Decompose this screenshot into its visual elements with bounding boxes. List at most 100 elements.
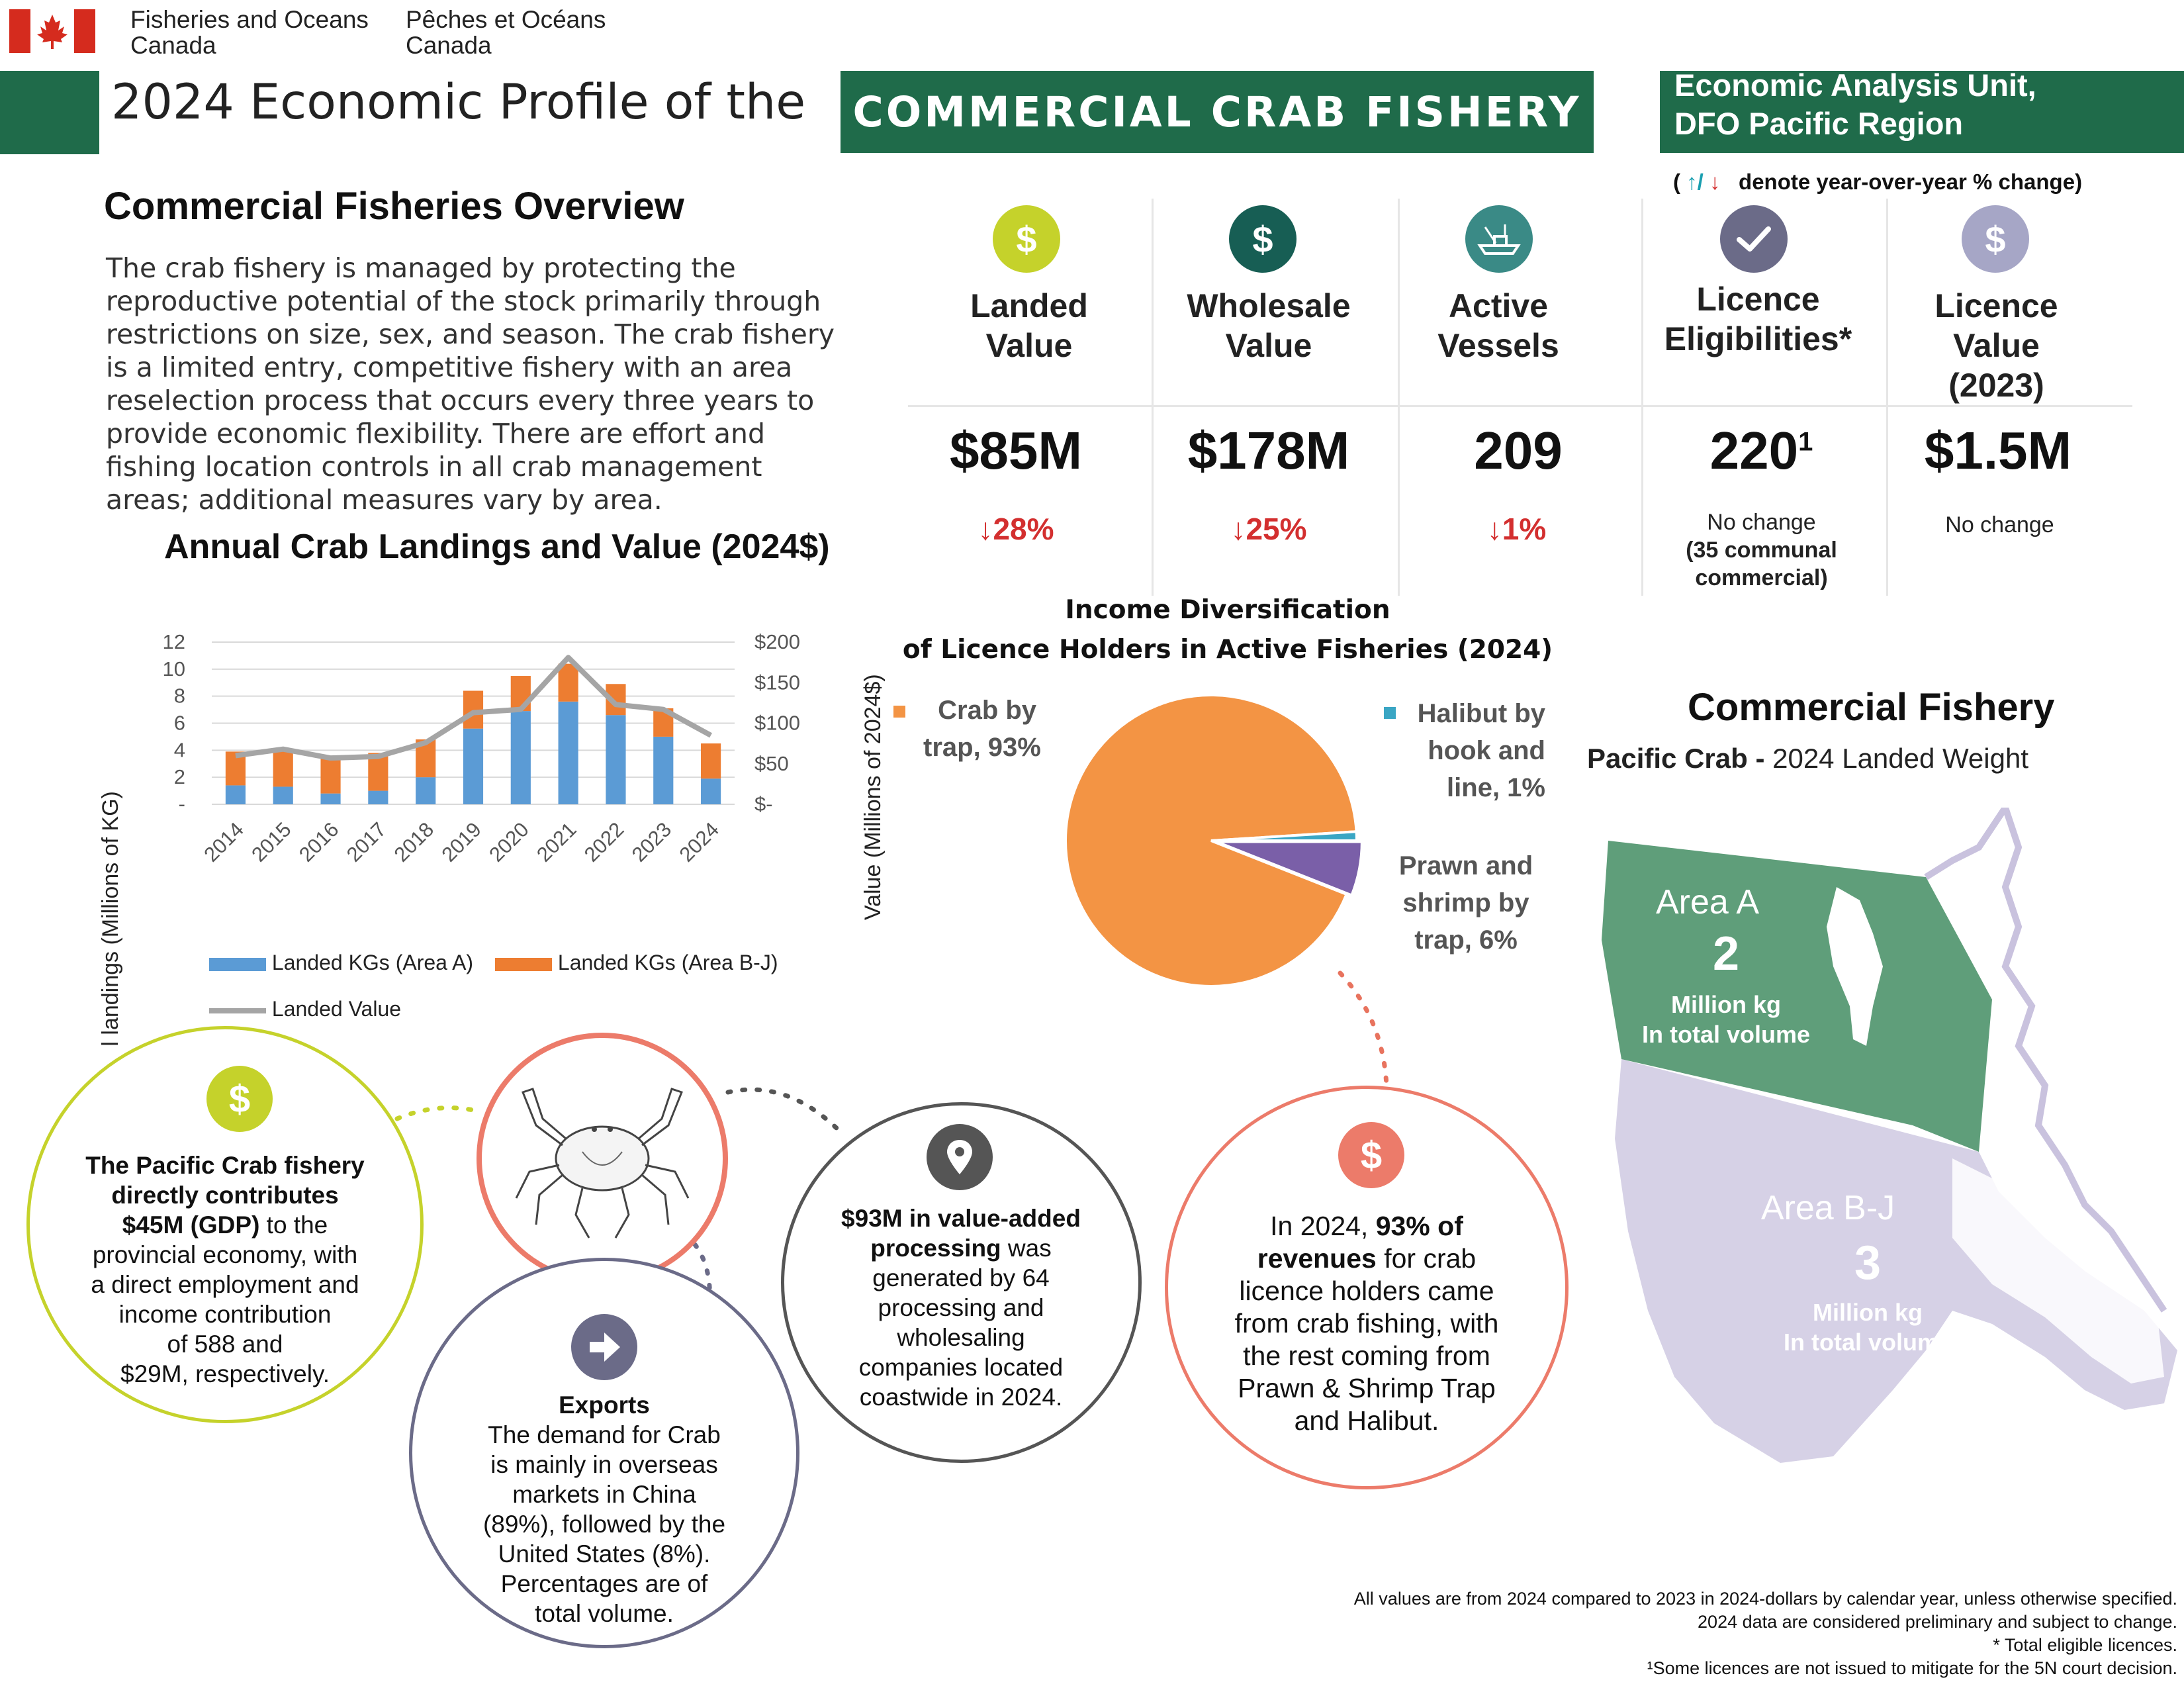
yoy-note-text: denote year-over-year % change)	[1739, 169, 2083, 194]
page-title-prefix: 2024 Economic Profile of the	[111, 74, 806, 130]
kpi-divider-1	[1152, 199, 1154, 596]
y-tick-left: 2	[174, 765, 185, 788]
overview-heading: Commercial Fisheries Overview	[104, 185, 684, 228]
pie-label-crab-line1: Crab by	[938, 696, 1037, 725]
footnotes: All values are from 2024 compared to 202…	[1125, 1587, 2177, 1680]
checkmark-icon	[1720, 205, 1788, 273]
org-name-en-line2: Canada	[130, 32, 216, 59]
kpi-active-vessels: Active Vessels 209 ↓1%	[1399, 205, 1641, 576]
x-tick-label: 2018	[390, 818, 439, 867]
gdp-line3-bold: $45M (GDP)	[122, 1211, 260, 1239]
y-tick-right: $200	[754, 630, 800, 653]
x-tick-label: 2021	[532, 818, 581, 867]
gdp-line7: of 588 and	[167, 1331, 283, 1358]
y-tick-left: 6	[174, 712, 185, 735]
revenue-line5: the rest coming from	[1243, 1340, 1490, 1371]
area-a-unit-line2: In total volume	[1642, 1021, 1810, 1048]
kpi-divider-3	[1641, 199, 1643, 596]
overview-body: The crab fishery is managed by protectin…	[106, 252, 835, 516]
revenue-line2-bold: revenues	[1257, 1243, 1377, 1274]
revenue-line2: revenues for crab	[1198, 1243, 1535, 1275]
kpi-label-line2: Value	[1953, 327, 2040, 364]
x-tick-label: 2019	[437, 818, 486, 867]
revenue-line4: from crab fishing, with	[1234, 1308, 1499, 1338]
footnote-line1: All values are from 2024 compared to 202…	[1353, 1589, 2177, 1609]
kpi-note-line1: No change	[1707, 510, 1816, 535]
pie-label-prawn: Prawn and shrimp by trap, 6%	[1363, 847, 1569, 959]
kpi-label-line2: Value	[985, 327, 1073, 364]
pie-label-prawn-line2: shrimp by	[1402, 888, 1529, 917]
y-tick-right: $150	[754, 671, 800, 694]
line-landed-value	[235, 655, 713, 761]
gdp-bubble-text: The Pacific Crab fishery directly contri…	[60, 1150, 390, 1389]
kpi-licence-value: $ Licence Value (2023) $1.5M No change	[1889, 205, 2131, 576]
vessel-icon	[1465, 205, 1533, 273]
kpi-note-line3: commercial)	[1695, 565, 1828, 590]
unit-line-2: DFO Pacific Region	[1674, 106, 1964, 141]
area-bj-region	[1615, 1059, 2177, 1463]
kpi-note-line2: (35 communal	[1686, 538, 1837, 563]
pie-label-halibut-line3: line, 1%	[1447, 773, 1545, 802]
y-tick-right: $100	[754, 712, 800, 735]
location-pin-icon	[927, 1124, 993, 1190]
processing-line4: processing and	[878, 1294, 1044, 1321]
bar-area-bj	[273, 750, 293, 787]
kpi-label-line1: Landed	[970, 287, 1088, 324]
dollar-icon: $	[206, 1066, 273, 1132]
kpi-horizontal-rule	[908, 405, 2132, 407]
pie-label-halibut-line2: hook and	[1428, 736, 1545, 765]
area-bj-unit-line2: In total volume	[1784, 1329, 1952, 1356]
chart-ylabel-right: Value (Millions of 2024$)	[860, 674, 886, 920]
revenue-line3: licence holders came	[1239, 1276, 1494, 1306]
exports-title: Exports	[559, 1391, 650, 1419]
kpi-label-line1: Active	[1448, 287, 1549, 324]
org-name-en-line1: Fisheries and Oceans	[130, 6, 369, 33]
pie-slice-prawn	[1216, 840, 1363, 898]
kpi-value: $1.5M	[1924, 421, 2072, 480]
processing-line2: processing was	[809, 1233, 1113, 1263]
header-left-bar	[0, 71, 99, 154]
processing-line3: generated by 64	[872, 1264, 1050, 1291]
canada-flag-logo	[9, 9, 95, 53]
pie-label-halibut-line1: Halibut by	[1417, 699, 1545, 728]
x-tick-label: 2020	[484, 818, 533, 867]
legend-item-area-a: Landed KGs (Area A)	[209, 951, 473, 975]
gdp-line5: a direct employment and	[91, 1271, 359, 1298]
org-name-en: Fisheries and Oceans Canada	[130, 7, 369, 58]
processing-bubble-text: $93M in value-added processing was gener…	[809, 1203, 1113, 1412]
kpi-value: $85M	[949, 421, 1083, 480]
legend-swatch-area-a	[209, 957, 266, 971]
legend-label: Landed Value	[271, 997, 402, 1021]
pie-title-line1: Income Diversification	[1065, 595, 1390, 625]
yoy-slash: /	[1697, 169, 1704, 194]
bar-area-a	[368, 790, 388, 804]
bar-area-bj	[701, 743, 721, 779]
pie-label-prawn-line1: Prawn and	[1398, 851, 1533, 880]
page-title-banner: COMMERCIAL CRAB FISHERY	[841, 71, 1594, 153]
y-tick-right: $-	[754, 792, 773, 816]
pie-legend-swatch-crab	[893, 706, 905, 718]
x-tick-label: 2016	[295, 818, 343, 867]
pie-label-prawn-line3: trap, 6%	[1414, 925, 1518, 955]
exports-line3: markets in China	[512, 1481, 696, 1508]
kpi-label-line2: Vessels	[1437, 327, 1559, 364]
exports-line1: The demand for Crab	[488, 1421, 721, 1448]
processing-line2-text: was	[1001, 1235, 1052, 1262]
arrow-right-icon	[571, 1314, 637, 1380]
kpi-divider-4	[1886, 199, 1888, 596]
x-tick-label: 2015	[247, 818, 296, 867]
x-tick-label: 2024	[675, 818, 724, 867]
mainland-coastline	[1924, 808, 2167, 1313]
org-name-fr-line2: Canada	[406, 32, 492, 59]
exports-line2: is mainly in overseas	[490, 1451, 718, 1478]
yoy-down-arrow: ↓	[1709, 169, 1721, 194]
kpi-change: ↓25%	[1230, 512, 1307, 546]
y-tick-left: -	[179, 792, 185, 816]
legend-swatch-area-bj	[495, 957, 552, 971]
bar-area-a	[510, 711, 531, 804]
legend-swatch-value	[209, 1008, 266, 1013]
legend-item-value: Landed Value	[209, 997, 401, 1021]
y-tick-left: 4	[174, 738, 185, 761]
pie-chart	[1064, 694, 1363, 988]
kpi-label-line3: (2023)	[1948, 367, 2044, 404]
